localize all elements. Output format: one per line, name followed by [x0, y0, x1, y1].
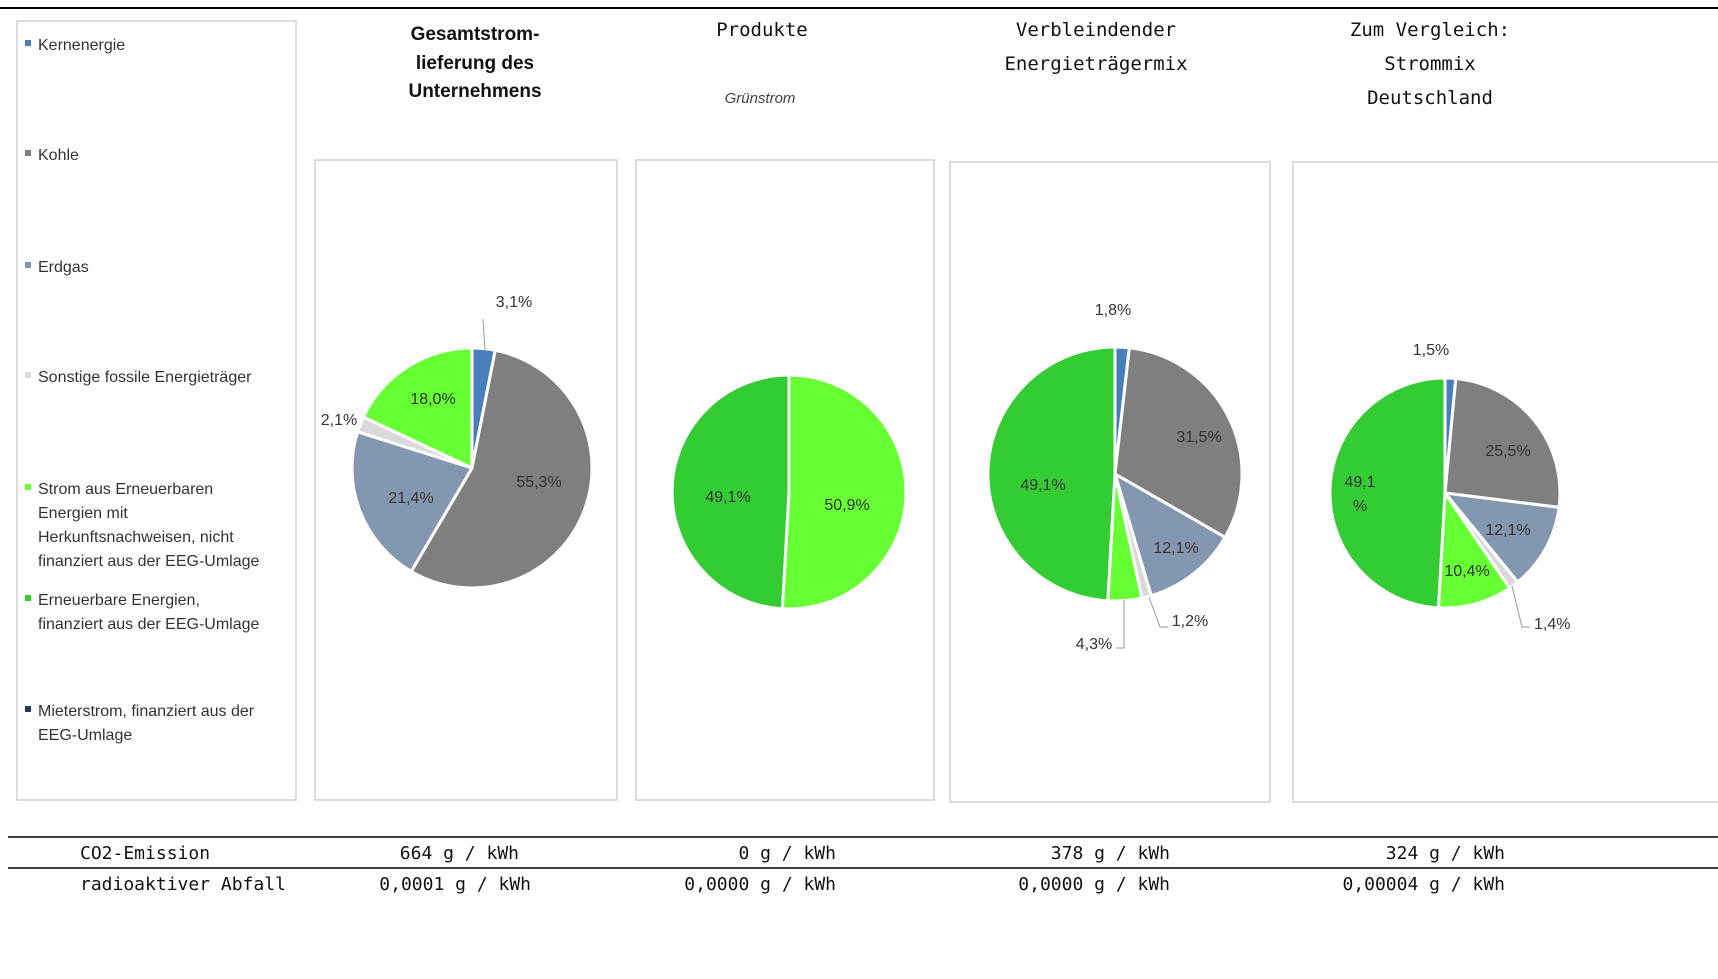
table-cell: 0,00004 g / kWh — [1342, 874, 1505, 895]
pie-chart — [670, 373, 908, 611]
pie-slice — [409, 348, 594, 590]
pie-charts — [350, 345, 1562, 611]
chart-title-deutschland-line-2: Strommix — [1384, 53, 1476, 75]
chart-title-deutschland-line-3: Deutschland — [1367, 87, 1493, 109]
pie-slice — [1443, 491, 1561, 584]
pie-slice — [670, 373, 791, 611]
table-cell: 664 g / kWh — [400, 843, 519, 864]
legend-item-label: Kernenergie — [38, 37, 125, 54]
chart-title-deutschland-line-1: Zum Vergleich: — [1350, 19, 1510, 41]
legend-item-label: Mieterstrom, finanziert aus der — [38, 703, 255, 720]
data-label: 49,1% — [705, 489, 750, 506]
legend-swatch — [25, 40, 31, 46]
pie-slice — [350, 430, 474, 573]
data-label: 1,2% — [1172, 613, 1208, 630]
data-label: 3,1% — [496, 294, 532, 311]
table-row-label: radioaktiver Abfall — [80, 874, 286, 895]
legend-item: Sonstige fossile Energieträger — [25, 369, 252, 386]
leader-line — [1116, 600, 1125, 649]
data-label: 31,5% — [1176, 429, 1221, 446]
legend-item-label: Erdgas — [38, 259, 89, 276]
pie-chart — [1328, 376, 1562, 610]
data-label: 55,3% — [516, 474, 561, 491]
leader-line — [1148, 596, 1168, 628]
table-cell: 0,0000 g / kWh — [684, 874, 836, 895]
leader-line — [1511, 585, 1530, 628]
leader-line — [482, 318, 486, 351]
table-cell: 324 g / kWh — [1386, 843, 1505, 864]
data-label-line-2: % — [1353, 498, 1367, 515]
data-label: 4,3% — [1076, 636, 1112, 653]
chart-title-deutschland: Zum Vergleich: Strommix Deutschland — [1350, 19, 1510, 109]
table-cell: 0,0001 g / kWh — [379, 874, 531, 895]
data-labels: 3,1% 55,3% 21,4% 2,1% 18,0% 50,9% 49,1% … — [321, 294, 1571, 653]
legend-item-label: Sonstige fossile Energieträger — [38, 369, 252, 386]
data-label: 2,1% — [321, 412, 357, 429]
chart-title-verbleibend: Verbleindender Energieträgermix — [1004, 19, 1187, 75]
legend-swatch — [25, 150, 31, 156]
chart-title-gesamt: Gesamtstrom- lieferung des Unternehmens — [408, 24, 541, 102]
table-row: radioaktiver Abfall 0,0001 g / kWh 0,000… — [80, 874, 1505, 895]
chart-title-verbleibend-line-2: Energieträgermix — [1004, 53, 1187, 75]
legend-item-label: Herkunftsnachweisen, nicht — [38, 529, 234, 546]
data-label-line-1: 49,1 — [1344, 474, 1375, 491]
legend-item: Kernenergie — [25, 37, 125, 54]
legend-item-label: finanziert aus der EEG-Umlage — [38, 616, 260, 633]
legend-swatch — [25, 372, 31, 378]
data-label: 1,8% — [1095, 302, 1131, 319]
data-label: 12,1% — [1485, 522, 1530, 539]
pie-slice — [780, 373, 908, 611]
chart-title-verbleibend-line-1: Verbleindender — [1016, 19, 1176, 41]
pie-slice — [361, 346, 474, 470]
legend-item: Kohle — [25, 147, 79, 164]
legend-item-label: Energien mit — [38, 505, 128, 522]
pie-chart — [986, 345, 1244, 603]
legend-item: Strom aus Erneuerbaren Energien mit Herkun… — [25, 481, 260, 570]
pie-chart — [350, 346, 594, 590]
legend-item: Mieterstrom, finanziert aus der EEG-Umlag… — [25, 703, 255, 744]
chart-subtitle-produkte: Grünstrom — [725, 90, 796, 107]
table-row-label: CO2-Emission — [80, 843, 210, 864]
data-label: 50,9% — [824, 497, 869, 514]
chart-frame-verbleibend — [949, 161, 1271, 803]
legend-item: Erdgas — [25, 259, 89, 276]
legend: Kernenergie Kohle Erdgas Sonstige fossile E… — [25, 37, 260, 744]
legend-swatch — [25, 484, 31, 490]
legend-swatch — [25, 706, 31, 712]
legend-panel — [16, 20, 297, 801]
pie-slice — [1328, 376, 1447, 610]
data-label: 49,1% — [1020, 477, 1065, 494]
legend-swatch — [25, 262, 31, 268]
chart-frame-deutschland — [1292, 161, 1718, 803]
data-label: 25,5% — [1485, 443, 1530, 460]
table-cell: 0,0000 g / kWh — [1018, 874, 1170, 895]
data-label: 10,4% — [1444, 563, 1489, 580]
pie-slice — [1443, 377, 1562, 509]
table-cell: 0 g / kWh — [738, 843, 836, 864]
legend-item-label: Kohle — [38, 147, 79, 164]
data-label: 49,1 % — [1344, 474, 1375, 515]
chart-title-produkte: Produkte — [716, 19, 808, 41]
pie-slice — [986, 345, 1117, 603]
data-label: 18,0% — [410, 391, 455, 408]
data-label: 12,1% — [1153, 540, 1198, 557]
chart-frame-produkte — [635, 159, 935, 801]
chart-title-gesamt-line-2: lieferung des — [416, 53, 534, 74]
data-label: 1,4% — [1534, 616, 1570, 633]
data-label: 1,5% — [1413, 342, 1449, 359]
data-label: 21,4% — [388, 490, 433, 507]
legend-item-label: Strom aus Erneuerbaren — [38, 481, 213, 498]
table-cell: 378 g / kWh — [1051, 843, 1170, 864]
chart-frame-gesamt — [314, 159, 618, 801]
chart-title-gesamt-line-1: Gesamtstrom- — [411, 24, 540, 45]
table-row: CO2-Emission 664 g / kWh 0 g / kWh 378 g… — [80, 843, 1505, 864]
chart-title-gesamt-line-3: Unternehmens — [408, 81, 541, 102]
pie-slice — [1113, 346, 1244, 539]
legend-item-label: EEG-Umlage — [38, 727, 132, 744]
legend-swatch — [25, 595, 31, 601]
legend-item: Erneuerbare Energien, finanziert aus der … — [25, 592, 260, 633]
legend-item-label: Erneuerbare Energien, — [38, 592, 200, 609]
legend-item-label: finanziert aus der EEG-Umlage — [38, 553, 260, 570]
